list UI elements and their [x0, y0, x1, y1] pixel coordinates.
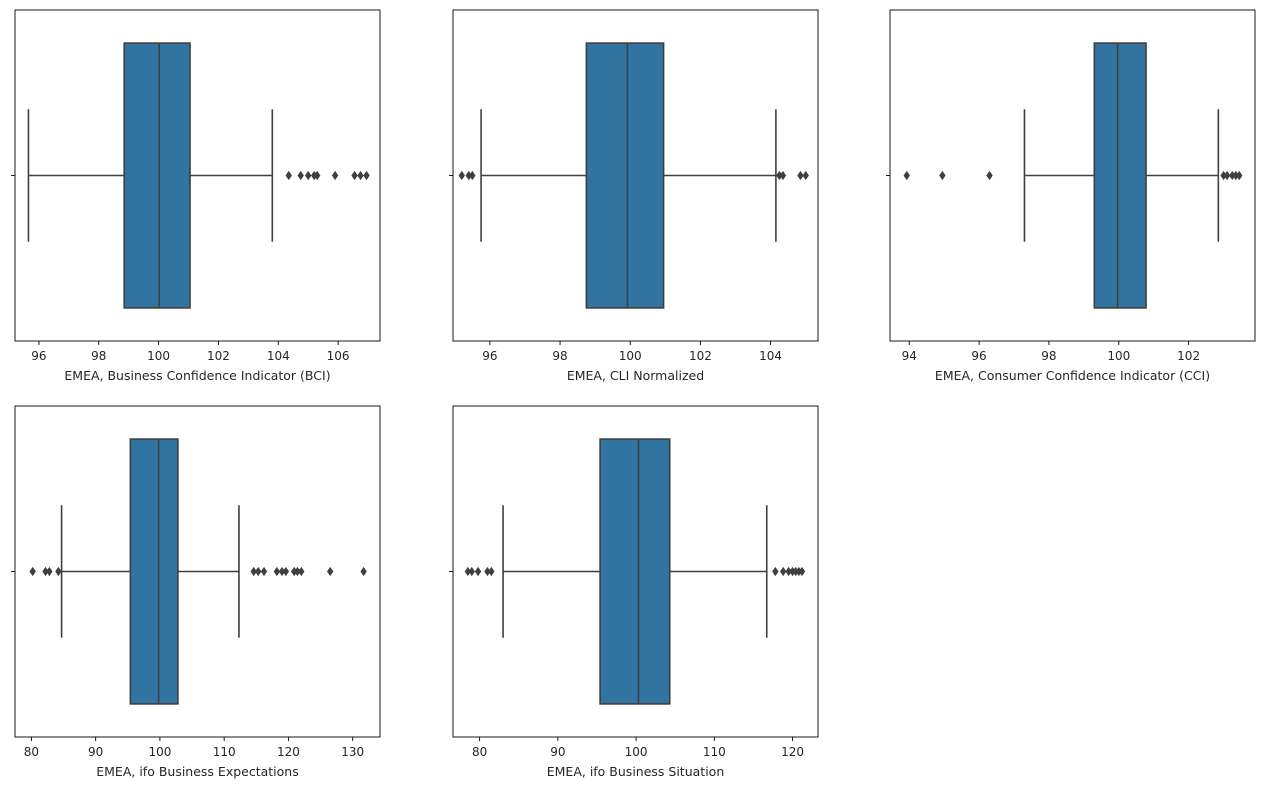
outlier-point	[903, 170, 910, 181]
iqr-box	[1093, 42, 1147, 309]
x-tick-label: 100	[1107, 349, 1130, 363]
outlier-point	[273, 566, 281, 577]
outlier-point	[42, 566, 49, 577]
outlier-point	[797, 170, 804, 181]
subplot-5: 80 90 100 110 120 EMEA, ifo Business Situatio…	[449, 405, 819, 779]
outlier-point	[298, 566, 305, 577]
outlier-point	[1220, 170, 1227, 181]
x-tick-label: 110	[703, 745, 726, 759]
x-tick-label: 94	[902, 349, 917, 363]
x-tick-label: 102	[1177, 349, 1200, 363]
x-tick-label: 98	[1041, 349, 1056, 363]
outlier-point	[458, 170, 465, 181]
outlier-point	[278, 566, 286, 577]
x-tick-label: 96	[971, 349, 986, 363]
x-axis-label: EMEA, Consumer Confidence Indicator (CCI…	[935, 368, 1210, 383]
x-tick-label: 90	[550, 745, 565, 759]
x-tick-label: 120	[277, 745, 300, 759]
outlier-point	[802, 170, 809, 181]
outlier-point	[484, 566, 491, 577]
outlier-point	[474, 566, 482, 577]
x-axis-label: EMEA, CLI Normalized	[567, 368, 704, 383]
outlier-point	[55, 566, 62, 577]
x-tick-label: 98	[552, 349, 567, 363]
iqr-box	[129, 438, 179, 705]
x-tick-label: 120	[781, 745, 804, 759]
x-tick-label: 90	[88, 745, 103, 759]
outlier-point	[297, 170, 304, 181]
outlier-point	[468, 566, 475, 577]
outlier-point	[294, 566, 301, 577]
iqr-box	[123, 42, 191, 309]
x-tick-label: 96	[482, 349, 497, 363]
x-tick-label: 106	[327, 349, 350, 363]
outlier-point	[351, 170, 358, 181]
outlier-point	[776, 170, 783, 181]
outlier-point	[46, 566, 53, 577]
subplot-4: 80 90 100 110 120 130 EMEA, ifo Business Expec…	[11, 405, 381, 779]
outlier-point	[779, 566, 787, 577]
outlier-point	[1229, 170, 1236, 181]
outlier-point	[250, 566, 257, 577]
outlier-point	[360, 566, 367, 577]
x-tick-label: 104	[267, 349, 290, 363]
outlier-point	[772, 566, 779, 577]
outlier-point	[465, 170, 472, 181]
x-tick-label: 104	[759, 349, 782, 363]
iqr-box	[599, 438, 671, 705]
outlier-point	[326, 566, 334, 577]
outlier-point	[798, 566, 806, 577]
x-axis-label: EMEA, ifo Business Situation	[547, 764, 725, 779]
subplot-1: 96 98 100 102 104 106 EMEA, Business Confidenc…	[11, 9, 381, 383]
outlier-point	[282, 566, 290, 577]
outlier-point	[304, 170, 312, 181]
outlier-point	[285, 170, 292, 181]
outlier-point	[291, 566, 298, 577]
x-tick-label: 100	[619, 349, 642, 363]
outlier-point	[986, 170, 993, 181]
outlier-point	[1223, 170, 1231, 181]
outlier-point	[255, 566, 262, 577]
outlier-point	[1232, 170, 1239, 181]
outlier-point	[779, 170, 787, 181]
x-tick-label: 100	[625, 745, 648, 759]
outlier-point	[363, 170, 370, 181]
outlier-point	[1236, 170, 1243, 181]
outlier-point	[29, 566, 36, 577]
x-tick-label: 96	[31, 349, 46, 363]
outlier-point	[260, 566, 268, 577]
x-tick-label: 102	[689, 349, 712, 363]
outlier-point	[469, 170, 476, 181]
x-axis-label: EMEA, Business Confidence Indicator (BCI…	[64, 368, 330, 383]
outlier-point	[313, 170, 321, 181]
outlier-point	[785, 566, 792, 577]
subplot-3: 94 96 98 100 102 EMEA, Consumer Confidence In…	[886, 9, 1256, 383]
x-tick-label: 100	[147, 349, 170, 363]
x-axis-label: EMEA, ifo Business Expectations	[96, 764, 298, 779]
x-tick-label: 102	[207, 349, 230, 363]
outlier-point	[464, 566, 472, 577]
outlier-point	[939, 170, 946, 181]
outlier-point	[488, 566, 495, 577]
x-tick-label: 80	[24, 745, 39, 759]
x-tick-label: 130	[341, 745, 364, 759]
iqr-box	[585, 42, 665, 309]
x-tick-label: 100	[148, 745, 171, 759]
x-tick-label: 110	[213, 745, 236, 759]
x-tick-label: 80	[472, 745, 487, 759]
subplot-2: 96 98 100 102 104 EMEA, CLI Normalized	[449, 9, 819, 383]
outlier-point	[357, 170, 364, 181]
outlier-point	[331, 170, 339, 181]
x-tick-label: 98	[91, 349, 106, 363]
